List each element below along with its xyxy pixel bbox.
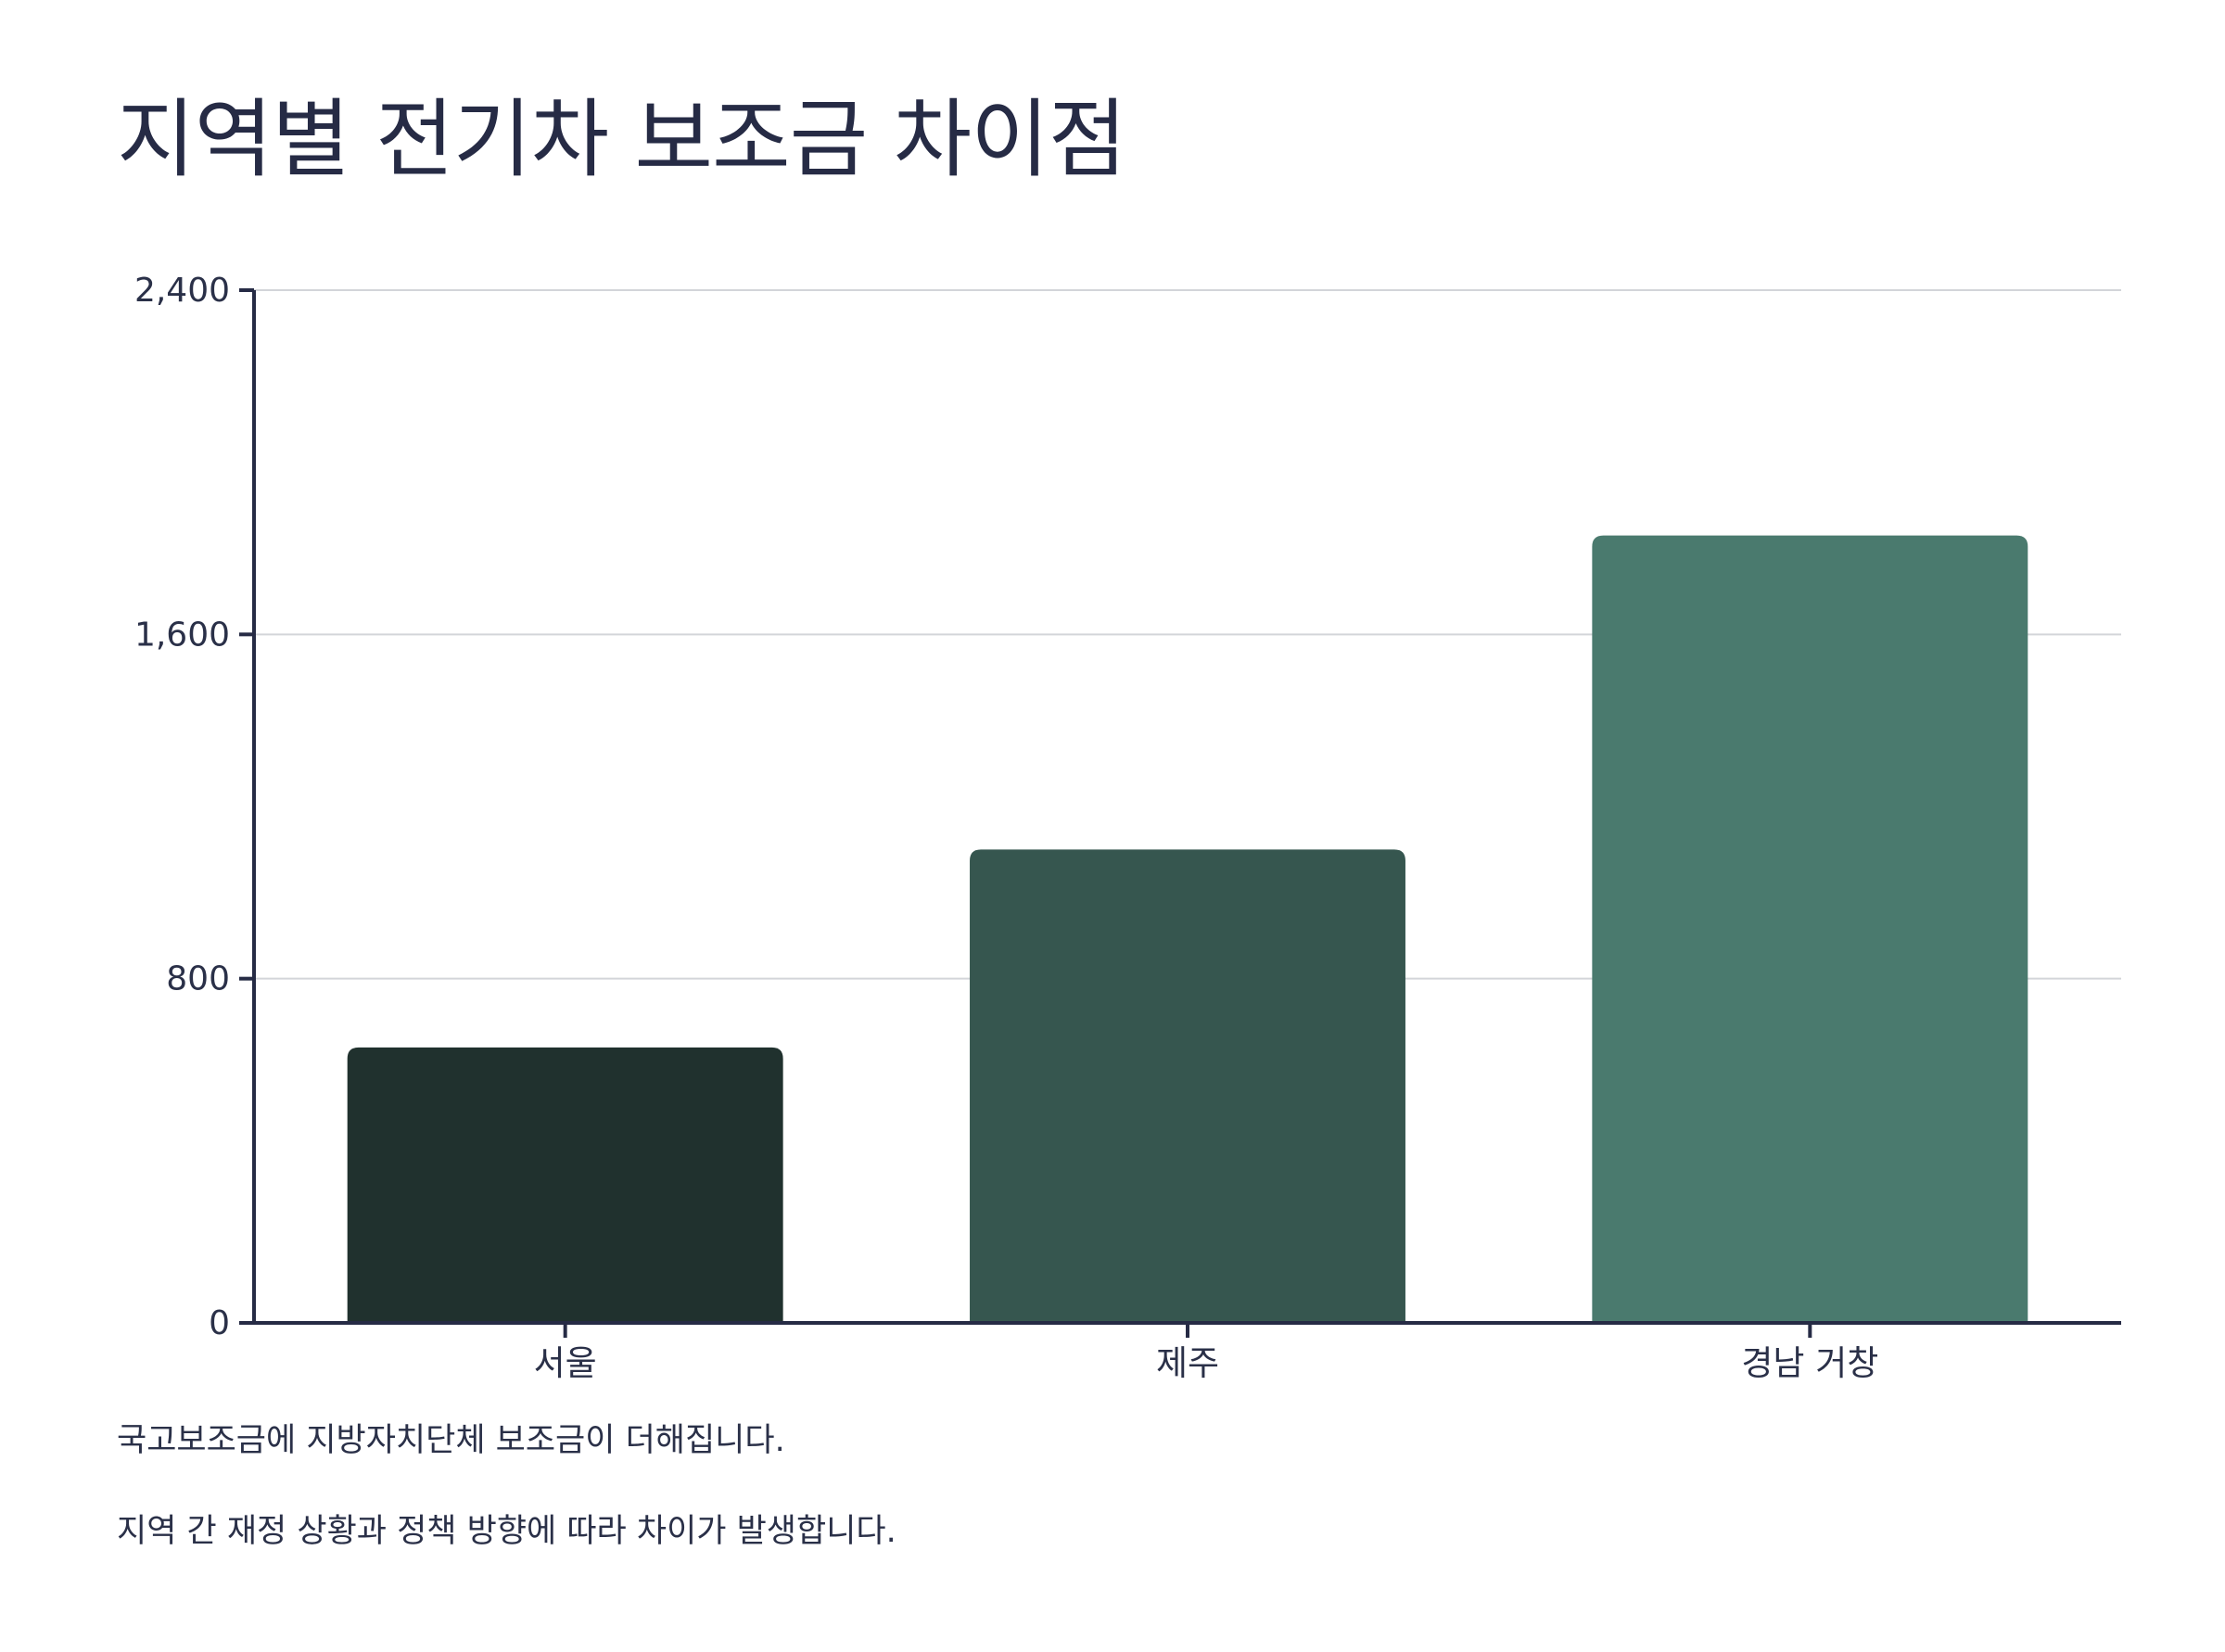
bar [347,1047,783,1323]
note-regional-difference: 지역 간 재정 상황과 정책 방향에 따라 차이가 발생합니다. [117,1512,896,1550]
tick-labels: 0 800 1,600 2,400 서울 제주 경남 거창 [134,272,1878,1383]
x-tick-label: 경남 거창 [1741,1343,1878,1383]
x-tick-label: 서울 [534,1343,597,1383]
y-tick-label: 800 [166,960,230,998]
y-tick-label: 0 [209,1304,230,1342]
bars [347,535,2028,1323]
note-national-subsidy: 국고보조금에 지방자치단체 보조금이 더해집니다. [117,1422,785,1459]
chart-notes: 국고보조금에 지방자치단체 보조금이 더해집니다. 지역 간 재정 상황과 정책… [117,1420,2110,1601]
chart-title: 지역별 전기차 보조금 차이점 [117,90,1126,189]
y-tick-label: 2,400 [134,272,230,310]
y-tick-label: 1,600 [134,616,230,654]
axes [239,288,2121,1338]
bar [1592,535,2028,1323]
x-tick-label: 제주 [1156,1343,1219,1383]
bar [970,849,1405,1323]
